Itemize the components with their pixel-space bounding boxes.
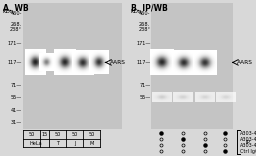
- Text: 460-: 460-: [10, 11, 22, 16]
- Text: 268.: 268.: [139, 22, 151, 27]
- Text: 238°: 238°: [138, 27, 151, 32]
- Text: 50: 50: [28, 132, 35, 137]
- Text: kDa: kDa: [3, 9, 14, 14]
- Text: 117—: 117—: [136, 60, 151, 65]
- Text: J: J: [74, 141, 76, 146]
- Bar: [23, 3, 122, 129]
- Text: 171—: 171—: [136, 41, 151, 46]
- Text: 41—: 41—: [11, 108, 22, 113]
- Text: 238°: 238°: [10, 27, 22, 32]
- Text: A303-474A: A303-474A: [240, 137, 256, 142]
- Text: AARS: AARS: [237, 60, 253, 65]
- Text: A. WB: A. WB: [3, 4, 28, 13]
- Text: 50: 50: [72, 132, 78, 137]
- Text: A303-475A: A303-475A: [240, 143, 256, 148]
- Text: T: T: [56, 141, 59, 146]
- Text: AARS: AARS: [110, 60, 126, 65]
- Bar: [151, 3, 233, 129]
- Text: 460-: 460-: [139, 11, 151, 16]
- Text: M: M: [90, 141, 94, 146]
- Bar: [151, 3, 233, 129]
- Text: Ctrl IgG: Ctrl IgG: [240, 149, 256, 154]
- Text: 15: 15: [41, 132, 47, 137]
- Text: IP: IP: [246, 140, 251, 145]
- Text: 50: 50: [55, 132, 61, 137]
- Text: 171—: 171—: [8, 41, 22, 46]
- Text: 268.: 268.: [11, 22, 22, 27]
- Bar: [23, 3, 122, 129]
- Text: 55—: 55—: [11, 95, 22, 100]
- Text: 71—: 71—: [11, 83, 22, 88]
- Text: kDa: kDa: [131, 9, 142, 14]
- Text: 50: 50: [89, 132, 95, 137]
- Text: 31—: 31—: [11, 120, 22, 125]
- Text: HeLa: HeLa: [30, 141, 42, 146]
- Text: 55—: 55—: [139, 95, 151, 100]
- Text: A303-473A: A303-473A: [240, 131, 256, 136]
- Text: 71—: 71—: [139, 83, 151, 88]
- Text: B. IP/WB: B. IP/WB: [131, 4, 167, 13]
- Text: 117—: 117—: [8, 60, 22, 65]
